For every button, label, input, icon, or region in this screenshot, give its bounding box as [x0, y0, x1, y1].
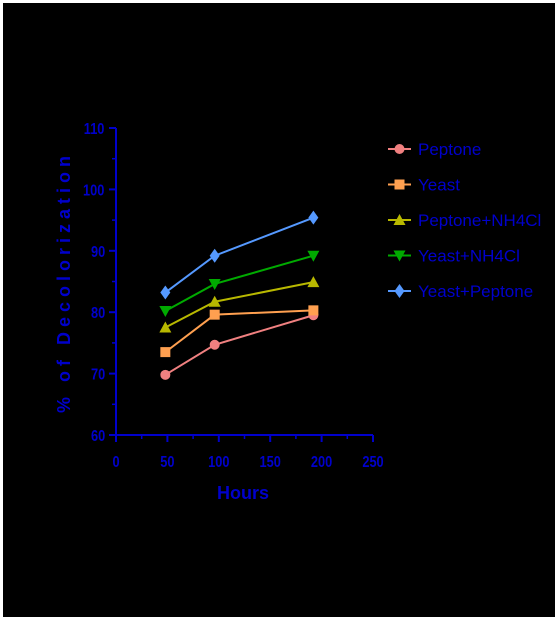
- y-axis-title: % of Decolorization: [54, 151, 74, 413]
- legend-marker: [394, 144, 405, 154]
- data-point: [308, 305, 319, 316]
- legend-item: Peptone+NH4Cl: [388, 211, 541, 230]
- data-point: [209, 339, 220, 350]
- legend-marker: [393, 214, 406, 225]
- data-point: [307, 250, 320, 262]
- y-tick-label: 70: [91, 366, 105, 384]
- x-tick-label: 0: [112, 454, 119, 472]
- series-yeast-nh4cl: [159, 250, 320, 317]
- x-tick-label: 50: [160, 454, 174, 472]
- data-point: [308, 210, 319, 225]
- data-point: [160, 369, 171, 380]
- data-point: [159, 305, 172, 317]
- legend-item: Yeast: [388, 176, 460, 195]
- x-axis-title: Hours: [217, 483, 269, 503]
- series-layer: [159, 210, 320, 380]
- data-point: [208, 278, 221, 290]
- legend: Peptone Yeast Peptone+NH4Cl Yeast+NH4Cl Yeas…: [388, 140, 541, 301]
- series-yeast: [160, 305, 319, 358]
- legend-item: Yeast+NH4Cl: [388, 247, 520, 266]
- x-tick-label: 250: [362, 454, 383, 472]
- x-tick-label: 100: [208, 454, 229, 472]
- series-line: [164, 281, 314, 329]
- legend-label: Yeast+Peptone: [418, 282, 533, 301]
- data-point: [307, 276, 320, 288]
- legend-marker: [394, 179, 405, 190]
- data-point: [208, 295, 221, 307]
- data-point: [160, 285, 171, 300]
- y-tick-label: 80: [91, 305, 105, 323]
- y-tick-label: 90: [91, 244, 105, 262]
- legend-label: Peptone+NH4Cl: [418, 211, 541, 230]
- data-point: [159, 321, 172, 333]
- series-peptone: [160, 310, 319, 380]
- series-line: [164, 314, 314, 376]
- series-line: [164, 254, 314, 312]
- axes: 0 50 100 150 200 250 60 70 80 90 100 110: [83, 121, 384, 472]
- y-tick-label: 110: [84, 121, 105, 139]
- x-tick-label: 200: [311, 454, 332, 472]
- series-peptone-nh4cl: [159, 276, 320, 333]
- legend-item: Yeast+Peptone: [388, 282, 533, 301]
- data-point: [209, 309, 220, 320]
- legend-marker: [394, 284, 405, 298]
- legend-item: Peptone: [388, 140, 481, 159]
- x-tick-label: 150: [260, 454, 281, 472]
- chart-background: [3, 3, 555, 617]
- y-tick-label: 100: [83, 182, 104, 200]
- series-line: [164, 216, 314, 294]
- y-tick-label: 60: [91, 428, 105, 446]
- data-point: [160, 347, 171, 358]
- data-point: [209, 248, 220, 263]
- series-yeast-peptone: [160, 210, 319, 300]
- legend-label: Yeast+NH4Cl: [418, 247, 520, 266]
- legend-marker: [393, 250, 406, 262]
- legend-label: Peptone: [418, 140, 481, 159]
- legend-label: Yeast: [418, 176, 460, 195]
